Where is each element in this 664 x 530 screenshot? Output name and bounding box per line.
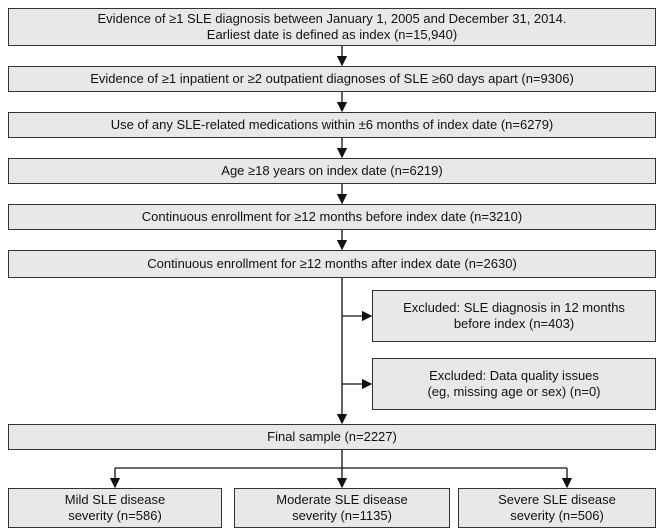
flow-box: Final sample (n=2227) xyxy=(8,424,656,450)
box-text: Evidence of ≥1 inpatient or ≥2 outpatien… xyxy=(90,71,574,86)
flow-box: Evidence of ≥1 inpatient or ≥2 outpatien… xyxy=(8,66,656,92)
box-text: severity (n=1135) xyxy=(292,508,392,523)
box-text: (eg, missing age or sex) (n=0) xyxy=(427,384,601,399)
flow-box: Severe SLE disease severity (n=506) xyxy=(458,488,656,528)
flow-box: Excluded: Data quality issues (eg, missin… xyxy=(372,358,656,410)
box-text: Mild SLE disease xyxy=(64,492,166,507)
box-text: Continuous enrollment for ≥12 months aft… xyxy=(147,256,517,271)
box-text: severity (n=506) xyxy=(510,508,604,523)
flow-box: Excluded: SLE diagnosis in 12 months befo… xyxy=(372,290,656,342)
box-text: before index (n=403) xyxy=(453,316,575,331)
box-text: Final sample (n=2227) xyxy=(267,429,397,444)
box-text: Excluded: Data quality issues xyxy=(429,368,599,383)
box-text: Use of any SLE-related medications withi… xyxy=(110,117,554,132)
box-text: Continuous enrollment for ≥12 months bef… xyxy=(141,209,523,224)
flow-box: Continuous enrollment for ≥12 months bef… xyxy=(8,204,656,230)
flow-box: Moderate SLE disease severity (n=1135) xyxy=(234,488,450,528)
flow-box: Use of any SLE-related medications withi… xyxy=(8,112,656,138)
box-text: Age ≥18 years on index date (n=6219) xyxy=(221,163,443,178)
box-text: Excluded: SLE diagnosis in 12 months xyxy=(403,300,625,315)
box-text: severity (n=586) xyxy=(68,508,162,523)
flow-box: Continuous enrollment for ≥12 months aft… xyxy=(8,250,656,278)
flow-box: Evidence of ≥1 SLE diagnosis between Jan… xyxy=(8,8,656,46)
flow-box: Age ≥18 years on index date (n=6219) xyxy=(8,158,656,184)
box-text: Evidence of ≥1 SLE diagnosis between Jan… xyxy=(97,11,567,26)
box-text: Moderate SLE disease xyxy=(276,492,408,507)
box-text: Earliest date is defined as index (n=15,… xyxy=(206,27,458,42)
box-text: Severe SLE disease xyxy=(498,492,616,507)
flow-box: Mild SLE disease severity (n=586) xyxy=(8,488,222,528)
